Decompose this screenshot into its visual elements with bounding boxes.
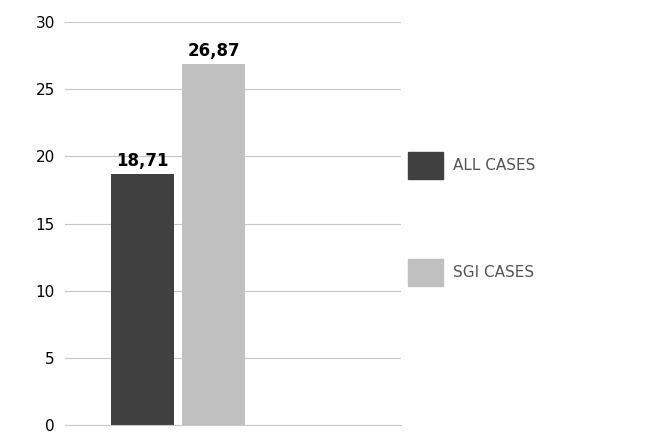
Text: ALL CASES: ALL CASES <box>453 158 535 173</box>
Bar <box>111 174 175 425</box>
Text: SGI CASES: SGI CASES <box>453 265 534 280</box>
Text: 26,87: 26,87 <box>187 42 240 60</box>
Bar <box>182 64 245 425</box>
Text: 18,71: 18,71 <box>116 152 169 170</box>
